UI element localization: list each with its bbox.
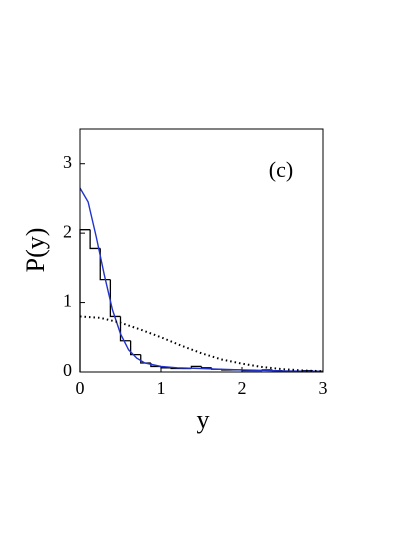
histogram-bin	[109, 279, 121, 318]
annotation: (c)	[269, 157, 293, 182]
x-axis-label: y	[197, 405, 210, 434]
curve	[79, 187, 324, 373]
y-tick-label: 2	[63, 221, 72, 241]
plot-frame	[79, 128, 324, 373]
y-axis-label: P(y)	[21, 228, 50, 273]
histogram-bin	[129, 340, 141, 356]
y-tick-label: 1	[63, 291, 72, 311]
curve	[79, 315, 324, 373]
histogram-bin	[89, 229, 101, 250]
histogram-bin	[119, 316, 131, 342]
x-tick-label: 0	[76, 378, 85, 398]
y-tick-label: 3	[63, 152, 72, 172]
x-tick-label: 3	[319, 378, 328, 398]
x-tick-label: 2	[238, 378, 247, 398]
x-tick-label: 1	[157, 378, 166, 398]
y-tick-label: 0	[63, 360, 72, 380]
